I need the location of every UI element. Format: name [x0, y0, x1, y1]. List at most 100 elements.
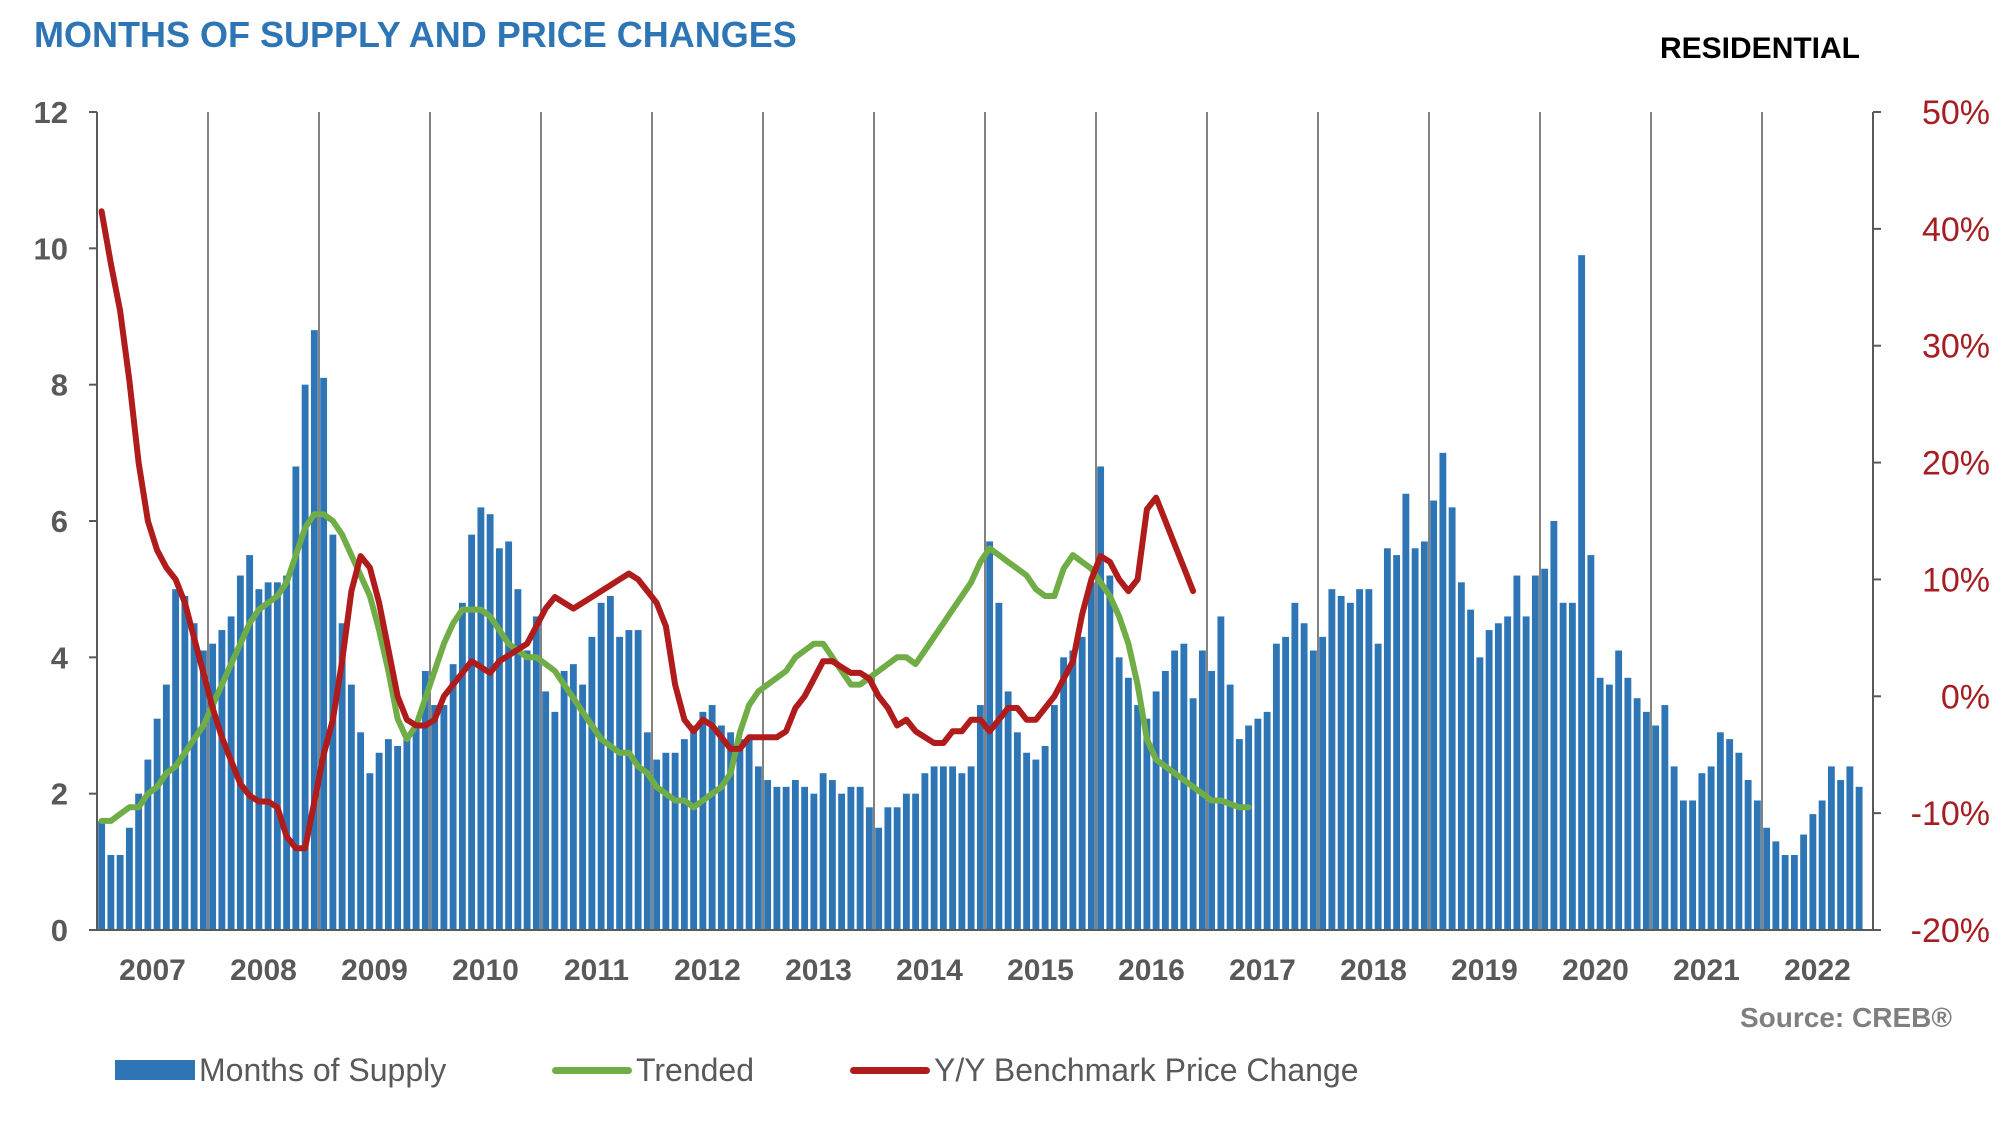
supply-bar [801, 786, 809, 930]
supply-bar [884, 807, 892, 930]
supply-bar [1402, 493, 1410, 930]
supply-bar [1587, 555, 1595, 930]
supply-bar [1171, 650, 1179, 930]
x-tick-label: 2016 [1118, 954, 1185, 987]
supply-bar [1726, 739, 1734, 930]
supply-bar [1161, 670, 1169, 930]
supply-bar [273, 582, 281, 930]
supply-bar [1615, 650, 1623, 930]
supply-bar [1605, 684, 1613, 930]
supply-bar [421, 670, 429, 930]
supply-bar [782, 786, 790, 930]
supply-bar [764, 780, 772, 930]
legend-swatch-line [850, 1066, 930, 1074]
supply-bar [643, 732, 651, 930]
supply-bar [634, 630, 642, 930]
legend-label: Y/Y Benchmark Price Change [934, 1051, 1359, 1088]
supply-bar [1050, 705, 1058, 930]
supply-bar [181, 595, 189, 930]
supply-bar [1476, 657, 1484, 930]
supply-bar [431, 705, 439, 930]
supply-bar [828, 780, 836, 930]
x-tick-label: 2010 [452, 954, 519, 987]
supply-bar [1411, 548, 1419, 930]
x-tick-label: 2013 [785, 954, 852, 987]
left-tick-label: 12 [34, 95, 68, 130]
price-change-line [98, 208, 1197, 852]
supply-bar [1800, 834, 1808, 930]
x-tick-label: 2021 [1673, 954, 1740, 987]
supply-bar [967, 766, 975, 930]
supply-bar [1744, 780, 1752, 930]
supply-bar [995, 602, 1003, 930]
x-tick-label: 2020 [1562, 954, 1629, 987]
x-tick-label: 2018 [1340, 954, 1407, 987]
supply-bar [1143, 718, 1151, 930]
supply-bar [875, 827, 883, 930]
supply-bar [449, 664, 457, 930]
supply-bar [847, 786, 855, 930]
supply-bar [1559, 602, 1567, 930]
supply-bar [708, 705, 716, 930]
supply-bar [1420, 541, 1428, 930]
supply-bar [690, 725, 698, 930]
supply-bar [653, 759, 661, 930]
supply-bar [532, 616, 540, 930]
supply-bar [320, 377, 328, 931]
legend-swatch-line [552, 1066, 632, 1074]
supply-bar [1642, 711, 1650, 930]
supply-bar [699, 711, 707, 930]
supply-bar [209, 643, 217, 930]
x-tick-label: 2007 [119, 954, 186, 987]
supply-bar [625, 630, 633, 930]
supply-bar [1763, 827, 1771, 930]
supply-bar [1023, 752, 1031, 930]
x-tick-label: 2022 [1784, 954, 1851, 987]
supply-bar [125, 827, 133, 930]
left-tick-label: 8 [51, 368, 68, 403]
supply-bar [477, 507, 485, 930]
supply-bar [1679, 800, 1687, 930]
supply-bar [1013, 732, 1021, 930]
supply-bar [976, 705, 984, 930]
supply-bar [745, 739, 753, 930]
chart-area: 0 2 4 6 8 10 12 -20% -10% 0% 10% 20% 30% 40% 50% 2007 20… [34, 94, 1990, 987]
x-tick-label: 2015 [1007, 954, 1074, 987]
supply-bar [1060, 657, 1068, 930]
trended-line [98, 511, 1252, 824]
supply-bar [1226, 684, 1234, 930]
supply-bar [1041, 745, 1049, 930]
supply-bar [569, 664, 577, 930]
supply-bar [1633, 698, 1641, 930]
left-tick-label: 10 [34, 231, 68, 266]
supply-bar [838, 793, 846, 930]
supply-bar [1541, 568, 1549, 930]
supply-bar [246, 555, 254, 930]
supply-bar [1753, 800, 1761, 930]
supply-bar [1837, 780, 1845, 930]
x-tick-label: 2008 [230, 954, 297, 987]
supply-bar [1624, 677, 1632, 930]
supply-bar [1698, 773, 1706, 930]
supply-bar [1365, 589, 1373, 930]
supply-bar [1078, 636, 1086, 930]
supply-bar [810, 793, 818, 930]
supply-bar [190, 623, 198, 930]
supply-bar [1106, 575, 1114, 930]
right-tick-label: -20% [1911, 912, 1990, 950]
supply-bar [1513, 575, 1521, 930]
supply-bar [505, 541, 513, 930]
supply-bar [394, 745, 402, 930]
supply-bar [375, 752, 383, 930]
supply-bar [606, 595, 614, 930]
supply-bar [551, 711, 559, 930]
right-tick-label: 20% [1922, 445, 1990, 483]
supply-bar [283, 575, 291, 930]
supply-bar [949, 766, 957, 930]
supply-bar [791, 780, 799, 930]
supply-bar [958, 773, 966, 930]
supply-bar [1504, 616, 1512, 930]
supply-bar [662, 752, 670, 930]
supply-bar [412, 725, 420, 930]
right-tick-label: -10% [1911, 795, 1990, 833]
